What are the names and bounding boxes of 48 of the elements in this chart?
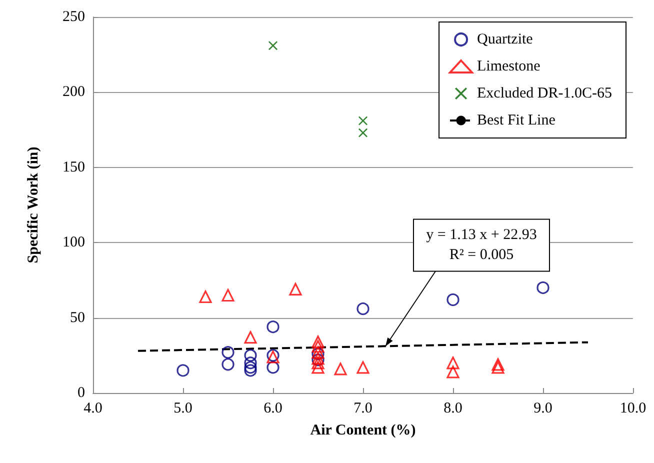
point [358, 116, 368, 126]
point [199, 290, 212, 304]
point [446, 293, 460, 306]
point [244, 331, 257, 344]
point [446, 356, 460, 370]
point [356, 302, 370, 316]
point [446, 366, 460, 378]
point [222, 358, 234, 371]
legend-label: Limestone [477, 58, 541, 74]
point [492, 361, 504, 374]
y-tick-label: 0 [78, 385, 85, 401]
x-tick-label: 9.0 [534, 400, 552, 416]
point [266, 361, 280, 374]
y-tick-label: 200 [62, 84, 85, 100]
y-axis-title: Specific Work (in) [26, 146, 42, 264]
point [244, 349, 257, 362]
point [176, 364, 190, 377]
point [266, 320, 280, 334]
point [244, 356, 257, 370]
point [536, 281, 550, 294]
legend-label: Best Fit Line [477, 112, 556, 128]
y-tick-label: 50 [70, 310, 85, 326]
point [492, 358, 504, 371]
annotation: y = 1.13 x + 22.93 R² = 0.005 [426, 227, 537, 264]
legend-label: Excluded DR-1.0C-65 [477, 86, 612, 102]
y-tick-label: 250 [62, 9, 85, 25]
point [334, 362, 347, 376]
x-tick-label: 7.0 [354, 400, 372, 416]
y-tick-label: 100 [62, 234, 85, 251]
x-tick-label: 6.0 [264, 400, 282, 416]
x-tick-label: 4.0 [84, 400, 102, 416]
point [312, 361, 324, 374]
point [356, 361, 370, 374]
point [312, 356, 324, 370]
point [358, 128, 368, 138]
point [244, 364, 257, 377]
point [312, 336, 324, 348]
x-tick-label: 10.0 [620, 400, 646, 416]
point [222, 346, 234, 359]
x-tick-label: 8.0 [444, 400, 462, 416]
point [312, 340, 324, 353]
legend-label: Quartzite [477, 32, 534, 48]
x-axis-title: Air Content (%) [310, 422, 416, 438]
y-tick-label: 150 [62, 159, 85, 176]
point [222, 288, 234, 302]
point [244, 361, 257, 374]
point [289, 282, 302, 296]
x-tick-label: 5.0 [174, 400, 192, 416]
